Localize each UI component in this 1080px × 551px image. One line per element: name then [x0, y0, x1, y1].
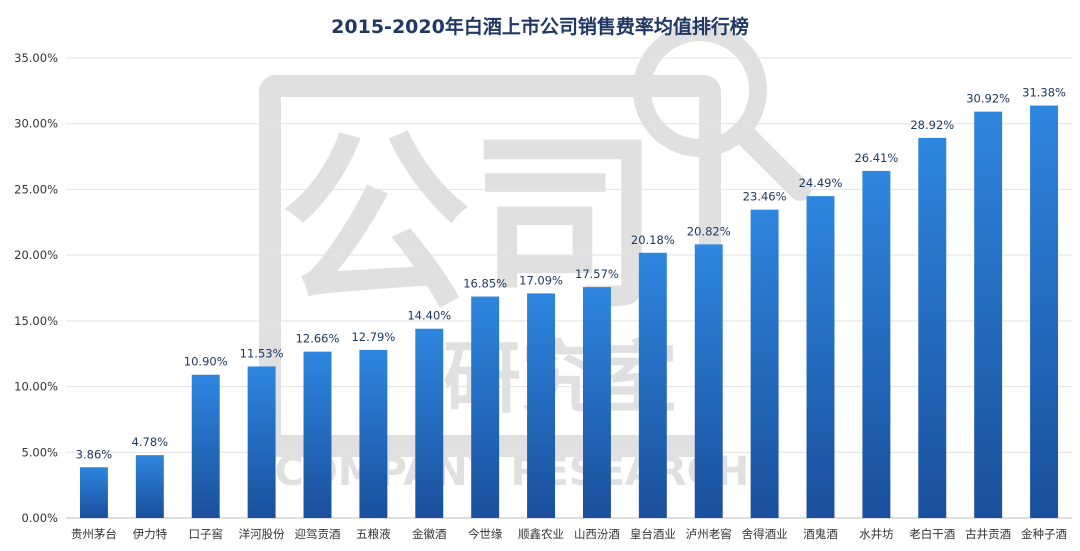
bar-15 — [918, 137, 947, 518]
x-tick-label-1: 伊力特 — [133, 527, 168, 541]
bar-2 — [191, 374, 220, 518]
y-axis: 0.00% 5.00% 10.00% 15.00% 20.00% 25.00% 30.00%… — [14, 51, 58, 525]
bar-6 — [415, 328, 444, 518]
gridlines — [66, 57, 1072, 519]
data-label-5: 12.79% — [351, 330, 395, 344]
data-label-6: 14.40% — [407, 309, 451, 323]
x-tick-label-6: 金徽酒 — [412, 527, 447, 541]
bar-9 — [582, 287, 611, 518]
magnifier-icon — [633, 23, 767, 157]
x-tick-label-7: 今世缘 — [468, 527, 503, 541]
x-tick-label-17: 金种子酒 — [1021, 527, 1067, 541]
magnifier-handle-icon — [731, 121, 811, 201]
x-tick-label-9: 山西汾酒 — [574, 527, 620, 541]
x-tick-label-13: 酒鬼酒 — [803, 527, 838, 541]
data-label-3: 11.53% — [240, 346, 284, 360]
bar-7 — [471, 296, 500, 518]
x-tick-label-11: 泸州老窖 — [686, 527, 732, 541]
data-label-16: 30.92% — [966, 92, 1010, 106]
bar-17 — [1030, 105, 1059, 518]
y-tick-label: 5.00% — [21, 445, 58, 459]
x-axis: 贵州茅台 伊力特 口子窖 洋河股份 迎驾贡酒 五粮液 金徽酒 今世缘 顺鑫农业 山西汾酒 皇台酒业泸… — [71, 527, 1067, 541]
x-tick-label-15: 老白干酒 — [909, 527, 955, 541]
x-tick-label-12: 舍得酒业 — [742, 527, 788, 541]
data-label-13: 24.49% — [799, 176, 843, 190]
bar-1 — [135, 455, 164, 518]
bar-10 — [638, 252, 667, 518]
x-tick-label-14: 水井坊 — [859, 527, 894, 541]
x-tick-label-5: 五粮液 — [356, 527, 391, 541]
data-label-12: 23.46% — [743, 190, 787, 204]
bar-0 — [79, 467, 108, 518]
data-label-0: 3.86% — [76, 447, 113, 461]
bar-16 — [974, 111, 1003, 518]
data-label-8: 17.09% — [519, 273, 563, 287]
x-tick-label-2: 口子窖 — [188, 527, 223, 541]
x-tick-label-3: 洋河股份 — [239, 527, 285, 541]
x-tick-label-8: 顺鑫农业 — [518, 527, 564, 541]
x-tick-label-10: 皇台酒业 — [630, 527, 676, 541]
data-label-9: 17.57% — [575, 267, 619, 281]
y-tick-label: 30.00% — [14, 117, 58, 131]
bar-3 — [247, 366, 276, 518]
bar-8 — [527, 293, 556, 518]
bar-14 — [862, 170, 891, 518]
x-tick-label-16: 古井贡酒 — [965, 527, 1011, 541]
x-tick-label-4: 迎驾贡酒 — [295, 527, 341, 541]
data-label-17: 31.38% — [1022, 86, 1066, 100]
bar-4 — [303, 351, 332, 518]
y-tick-label: 20.00% — [14, 248, 58, 262]
data-label-7: 16.85% — [463, 277, 507, 291]
data-labels: 3.86% 4.78% 10.90% 11.53% 12.66% 12.79% 14.40%… — [76, 86, 1066, 462]
bar-12 — [750, 209, 779, 518]
data-label-4: 12.66% — [296, 332, 340, 346]
bar-11 — [694, 244, 723, 518]
y-tick-label: 15.00% — [14, 314, 58, 328]
bar-5 — [359, 349, 388, 518]
data-label-15: 28.92% — [910, 118, 954, 132]
y-tick-label: 35.00% — [14, 51, 58, 65]
x-tick-label-0: 贵州茅台 — [71, 527, 117, 541]
y-tick-label: 10.00% — [14, 380, 58, 394]
watermark-en-text: COMPANY RESEARCH — [275, 449, 750, 495]
data-label-2: 10.90% — [184, 355, 228, 369]
bars — [79, 105, 1059, 519]
y-tick-label: 0.00% — [21, 511, 58, 525]
bar-13 — [806, 196, 835, 519]
data-label-11: 20.82% — [687, 224, 731, 238]
data-label-1: 4.78% — [132, 435, 169, 449]
y-tick-label: 25.00% — [14, 182, 58, 196]
data-label-14: 26.41% — [854, 151, 898, 165]
data-label-10: 20.18% — [631, 233, 675, 247]
chart-title: 2015-2020年白酒上市公司销售费率均值排行榜 — [331, 15, 749, 38]
